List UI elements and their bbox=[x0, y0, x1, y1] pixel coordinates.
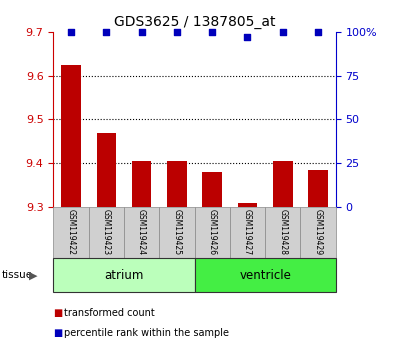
Text: percentile rank within the sample: percentile rank within the sample bbox=[64, 328, 229, 338]
Text: GSM119422: GSM119422 bbox=[66, 209, 75, 255]
Text: ■: ■ bbox=[53, 328, 62, 338]
Text: atrium: atrium bbox=[104, 269, 144, 282]
Point bbox=[315, 29, 321, 35]
Text: GSM119426: GSM119426 bbox=[208, 209, 217, 255]
Bar bbox=[53, 258, 195, 292]
Title: GDS3625 / 1387805_at: GDS3625 / 1387805_at bbox=[114, 16, 275, 29]
Bar bbox=[308, 170, 328, 207]
Point bbox=[280, 29, 286, 35]
Text: GSM119425: GSM119425 bbox=[172, 209, 181, 255]
Bar bbox=[53, 207, 88, 258]
Bar bbox=[88, 207, 124, 258]
Bar bbox=[238, 203, 257, 207]
Bar bbox=[265, 207, 301, 258]
Bar bbox=[124, 207, 159, 258]
Point bbox=[174, 29, 180, 35]
Point bbox=[245, 34, 251, 40]
Bar bbox=[273, 161, 293, 207]
Bar bbox=[159, 207, 194, 258]
Bar bbox=[132, 161, 151, 207]
Bar bbox=[195, 258, 336, 292]
Text: GSM119423: GSM119423 bbox=[102, 209, 111, 255]
Bar bbox=[61, 65, 81, 207]
Text: GSM119429: GSM119429 bbox=[314, 209, 323, 255]
Text: GSM119424: GSM119424 bbox=[137, 209, 146, 255]
Bar bbox=[301, 207, 336, 258]
Point bbox=[103, 29, 109, 35]
Point bbox=[209, 29, 215, 35]
Text: ■: ■ bbox=[53, 308, 62, 318]
Text: tissue: tissue bbox=[2, 270, 33, 280]
Text: GSM119428: GSM119428 bbox=[278, 209, 287, 255]
Bar bbox=[195, 207, 230, 258]
Text: ventricle: ventricle bbox=[239, 269, 291, 282]
Bar bbox=[167, 161, 186, 207]
Bar bbox=[203, 172, 222, 207]
Text: GSM119427: GSM119427 bbox=[243, 209, 252, 255]
Text: ▶: ▶ bbox=[28, 270, 37, 280]
Point bbox=[68, 29, 74, 35]
Text: transformed count: transformed count bbox=[64, 308, 155, 318]
Point bbox=[138, 29, 145, 35]
Bar bbox=[230, 207, 265, 258]
Bar bbox=[96, 133, 116, 207]
